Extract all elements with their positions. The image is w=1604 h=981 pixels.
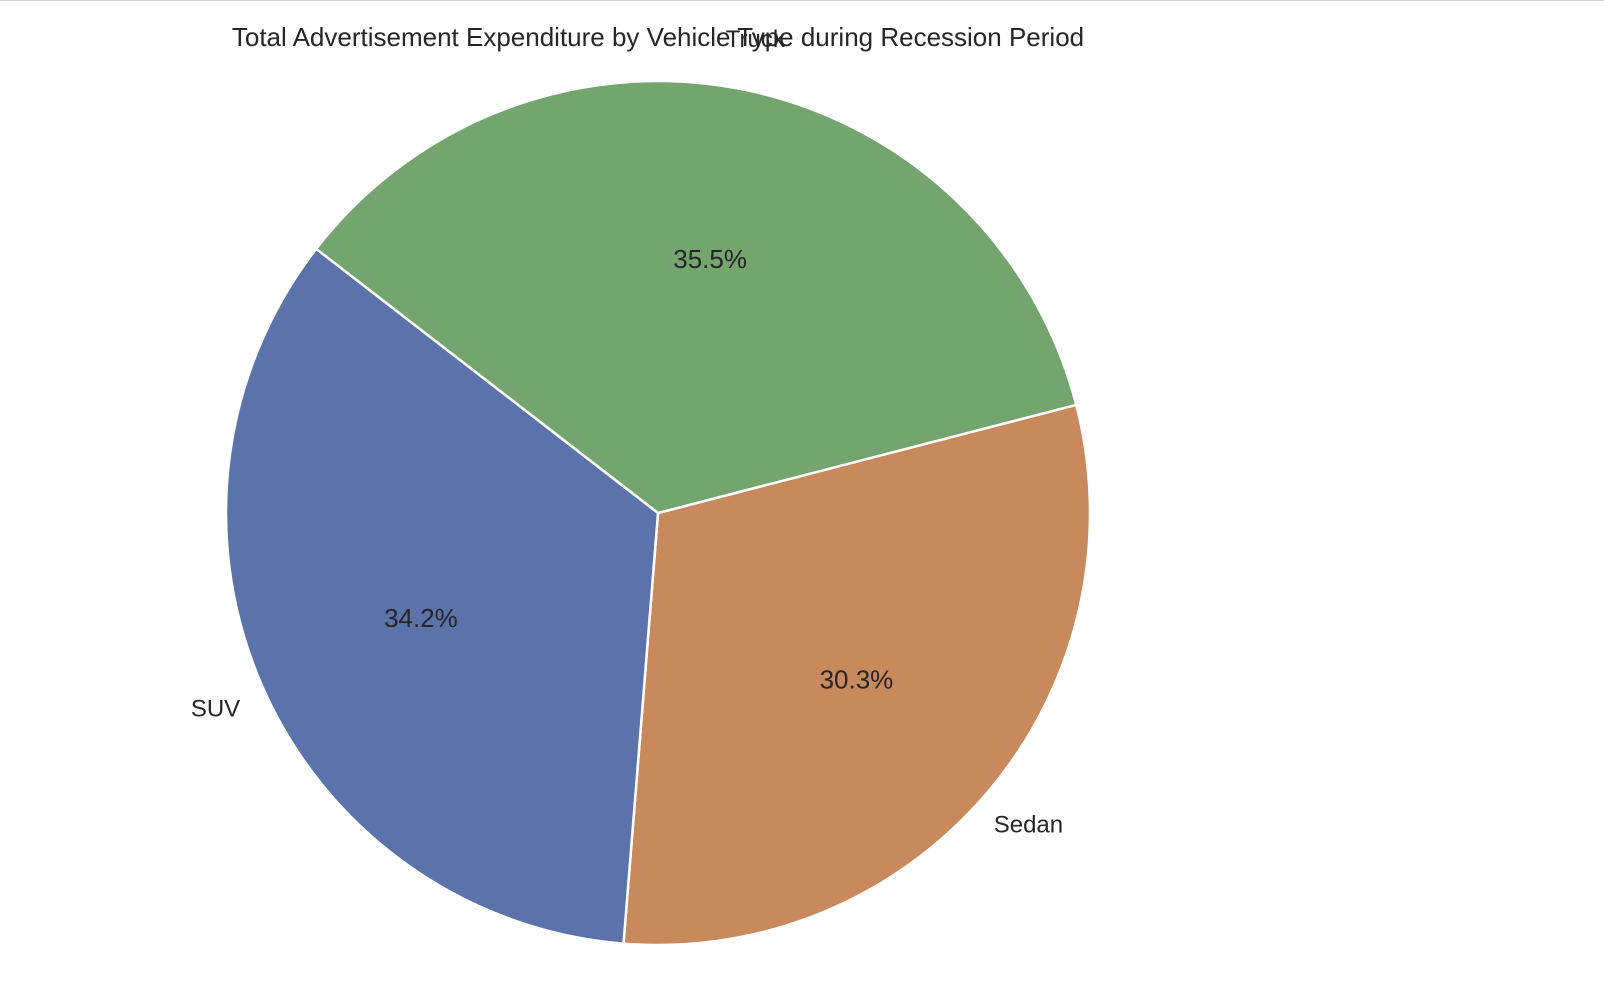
slice-percent-sedan: 30.3% [820,665,894,695]
pie-slice-suv [224,247,660,945]
pie-slice-truck [314,79,1078,515]
pie-slice-sedan [622,403,1092,947]
slice-label-sedan: Sedan [994,811,1063,838]
slice-label-truck: Truck [726,26,786,53]
pie-labels: Sedan 30.3% SUV 34.2% Truck 35.5% [191,26,1063,838]
pie-slices [224,79,1092,947]
slice-percent-truck: 35.5% [673,244,747,274]
top-divider [0,0,1604,1]
slice-label-suv: SUV [191,696,240,723]
chart-title: Total Advertisement Expenditure by Vehic… [232,22,1084,52]
slice-percent-suv: 34.2% [384,603,458,633]
